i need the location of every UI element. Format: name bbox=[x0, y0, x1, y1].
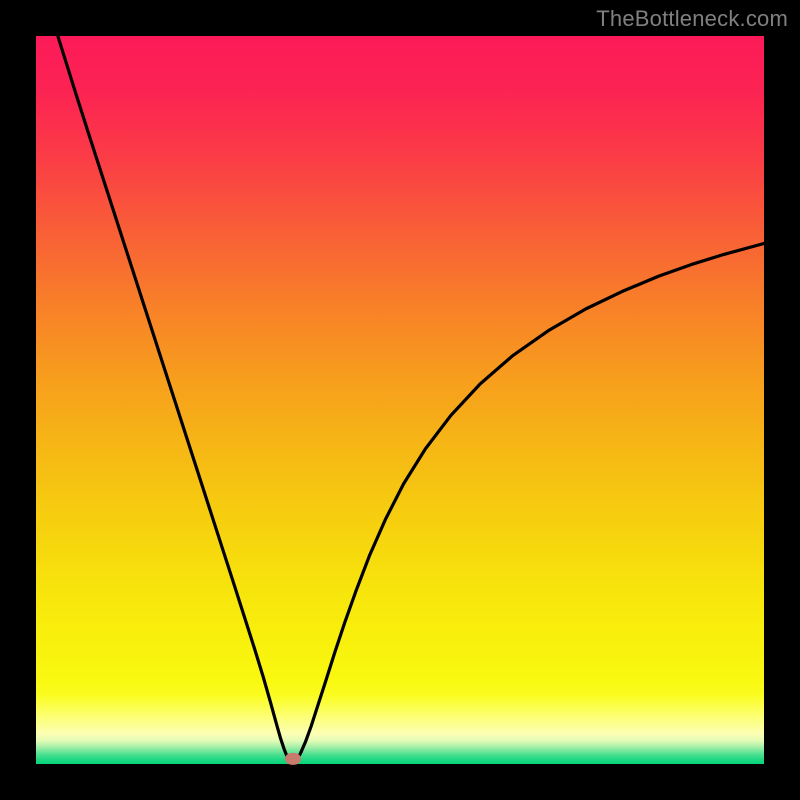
plot-area bbox=[36, 36, 764, 764]
chart-frame: TheBottleneck.com bbox=[0, 0, 800, 800]
bottleneck-curve bbox=[58, 36, 764, 762]
curve-layer bbox=[36, 36, 764, 764]
watermark-text: TheBottleneck.com bbox=[596, 6, 788, 32]
